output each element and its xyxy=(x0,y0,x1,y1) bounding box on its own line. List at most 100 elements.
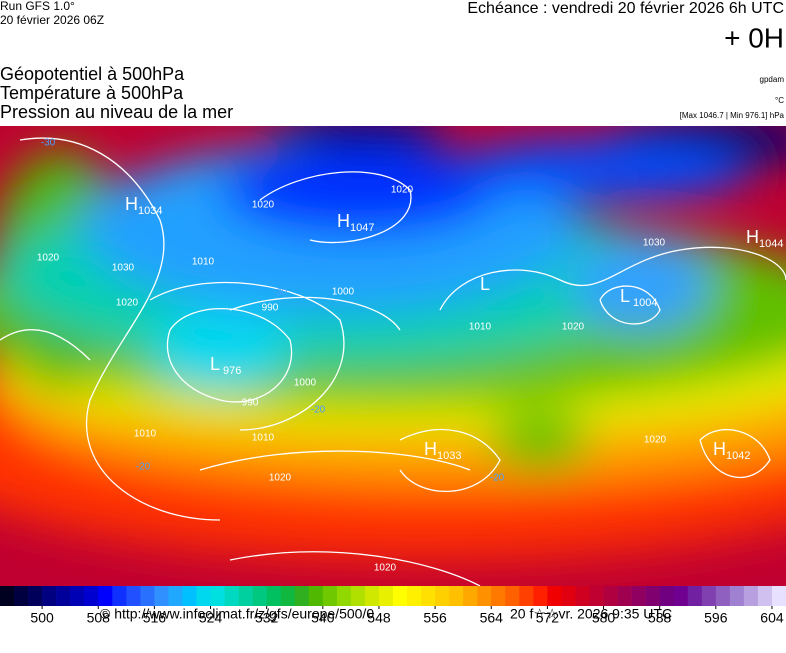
contour-label: -20 xyxy=(490,473,505,484)
colorbar-swatch xyxy=(224,586,239,606)
colorbar-swatch xyxy=(673,586,689,606)
colorbar-label: 604 xyxy=(760,610,784,626)
colorbar-swatch xyxy=(533,586,548,606)
center-value: 1047 xyxy=(350,222,374,234)
colorbar-swatch xyxy=(42,586,57,606)
colorbar-swatch xyxy=(294,586,310,606)
contour-label: 1030 xyxy=(112,263,135,274)
colorbar-swatch xyxy=(336,586,352,606)
colorbar-swatch xyxy=(407,586,422,606)
colorbar-swatch xyxy=(364,586,380,606)
colorbar-swatch xyxy=(266,586,282,606)
contour-label: 1020 xyxy=(37,253,60,264)
colorbar-label: 556 xyxy=(423,610,447,626)
colorbar-label: 540 xyxy=(311,610,335,626)
colorbar-swatch xyxy=(687,586,703,606)
center-value: 1034 xyxy=(138,205,162,217)
contour-label: 990 xyxy=(242,398,259,409)
isobars xyxy=(0,137,786,586)
center-value: 976 xyxy=(223,365,241,377)
contour-label: 990 xyxy=(262,303,279,314)
colorbar-swatch xyxy=(182,586,197,606)
colorbar-swatch xyxy=(140,586,155,606)
field-title: Géopotentiel à 500hPa xyxy=(0,64,185,84)
colorbar-swatch xyxy=(771,586,786,606)
contour-label: -20 xyxy=(136,462,151,473)
contour-label: 1010 xyxy=(469,322,492,333)
colorbar-swatch xyxy=(715,586,731,606)
colorbar-swatch xyxy=(477,586,492,606)
run: Run GFS 1.0° xyxy=(0,0,75,13)
contour-label: 1000 xyxy=(332,287,355,298)
colorbar-swatch xyxy=(0,586,15,606)
center-symbol: L xyxy=(210,354,220,374)
colorbar-label: 572 xyxy=(536,610,560,626)
colorbar-swatch xyxy=(659,586,675,606)
unit: gpdam xyxy=(760,75,785,84)
colorbar-swatch xyxy=(126,586,141,606)
run-date: 20 février 2026 06Z xyxy=(0,13,104,27)
colorbar-swatch xyxy=(56,586,71,606)
colorbar-swatch xyxy=(252,586,267,606)
center-symbol: H xyxy=(125,194,138,214)
contour-label: 1020 xyxy=(252,200,275,211)
contour-label: 1010 xyxy=(252,433,275,444)
colorbar-swatch xyxy=(701,586,717,606)
colorbar-swatch xyxy=(378,586,394,606)
colorbar-swatch xyxy=(729,586,745,606)
colorbar-swatch xyxy=(350,586,366,606)
colorbar-label: 508 xyxy=(87,610,111,626)
colorbar-swatch xyxy=(743,586,759,606)
colorbar-swatch xyxy=(112,586,127,606)
colorbar-swatch xyxy=(575,586,590,606)
colorbar-label: 588 xyxy=(648,610,672,626)
colorbar-swatch xyxy=(449,586,464,606)
map xyxy=(0,126,786,586)
colorbar-swatch xyxy=(308,586,324,606)
colorbar-swatch xyxy=(98,586,113,606)
colorbar-swatch xyxy=(280,586,296,606)
contour-label: 1030 xyxy=(643,238,666,249)
colorbar-swatch xyxy=(561,586,576,606)
colorbar-swatch xyxy=(491,586,506,606)
colorbar-swatch xyxy=(210,586,225,606)
colorbar-swatch xyxy=(547,586,562,606)
contour-label: 1000 xyxy=(294,378,317,389)
colorbar-swatch xyxy=(28,586,43,606)
source: © http://www.infoclimat.fr/z/gfs/europe/… xyxy=(100,606,374,622)
colorbar-label: 524 xyxy=(199,610,223,626)
center-symbol: H xyxy=(337,211,350,231)
colorbar-swatch xyxy=(617,586,632,606)
contour-label: -30 xyxy=(273,288,288,299)
colorbar-swatch xyxy=(463,586,478,606)
center-value: 1004 xyxy=(633,297,657,309)
colorbar-swatch xyxy=(238,586,253,606)
center-symbol: L xyxy=(480,274,490,294)
unit: °C xyxy=(775,96,784,105)
colorbar-swatch xyxy=(421,586,436,606)
contour-label: 1020 xyxy=(374,563,397,574)
center-value: 1044 xyxy=(759,238,783,250)
colorbar-label: 548 xyxy=(367,610,391,626)
center-value: 1042 xyxy=(726,450,750,462)
colorbar-swatch xyxy=(435,586,450,606)
colorbar-swatch xyxy=(603,586,618,606)
offset: + 0H xyxy=(724,22,784,53)
colorbar-swatch xyxy=(84,586,99,606)
colorbar-label: 516 xyxy=(143,610,167,626)
colorbar-label: 500 xyxy=(30,610,54,626)
colorbar-swatch xyxy=(168,586,183,606)
contour-label: 1020 xyxy=(269,473,292,484)
timestamp: 20 f☆☆vr. 2026 9:35 UTC xyxy=(510,606,672,622)
center-symbol: L xyxy=(620,286,630,306)
colorbar-swatch xyxy=(196,586,211,606)
colorbar-swatch xyxy=(505,586,520,606)
contour-label: 1020 xyxy=(562,322,585,333)
field-title: Température à 500hPa xyxy=(0,83,184,103)
center-value: 1033 xyxy=(437,450,461,462)
colorbar-swatch xyxy=(645,586,660,606)
contour-label: -20 xyxy=(311,405,326,416)
forecast: Echéance : vendredi 20 février 2026 6h U… xyxy=(467,0,784,17)
contour-label: 1010 xyxy=(134,429,157,440)
